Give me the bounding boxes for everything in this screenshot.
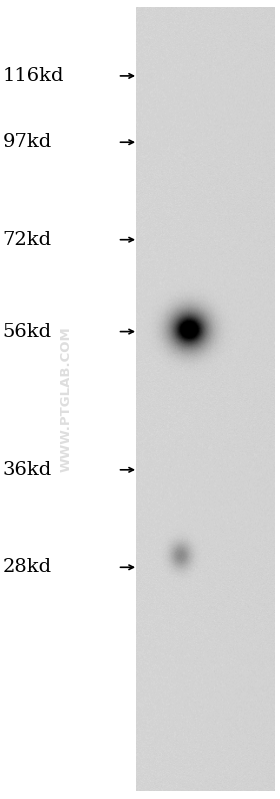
Text: 28kd: 28kd: [3, 559, 52, 576]
Text: WWW.PTGLAB.COM: WWW.PTGLAB.COM: [59, 327, 72, 472]
Text: 56kd: 56kd: [3, 323, 52, 340]
Text: 97kd: 97kd: [3, 133, 52, 151]
Text: 116kd: 116kd: [3, 67, 64, 85]
Text: 72kd: 72kd: [3, 231, 52, 248]
Text: 36kd: 36kd: [3, 461, 52, 479]
